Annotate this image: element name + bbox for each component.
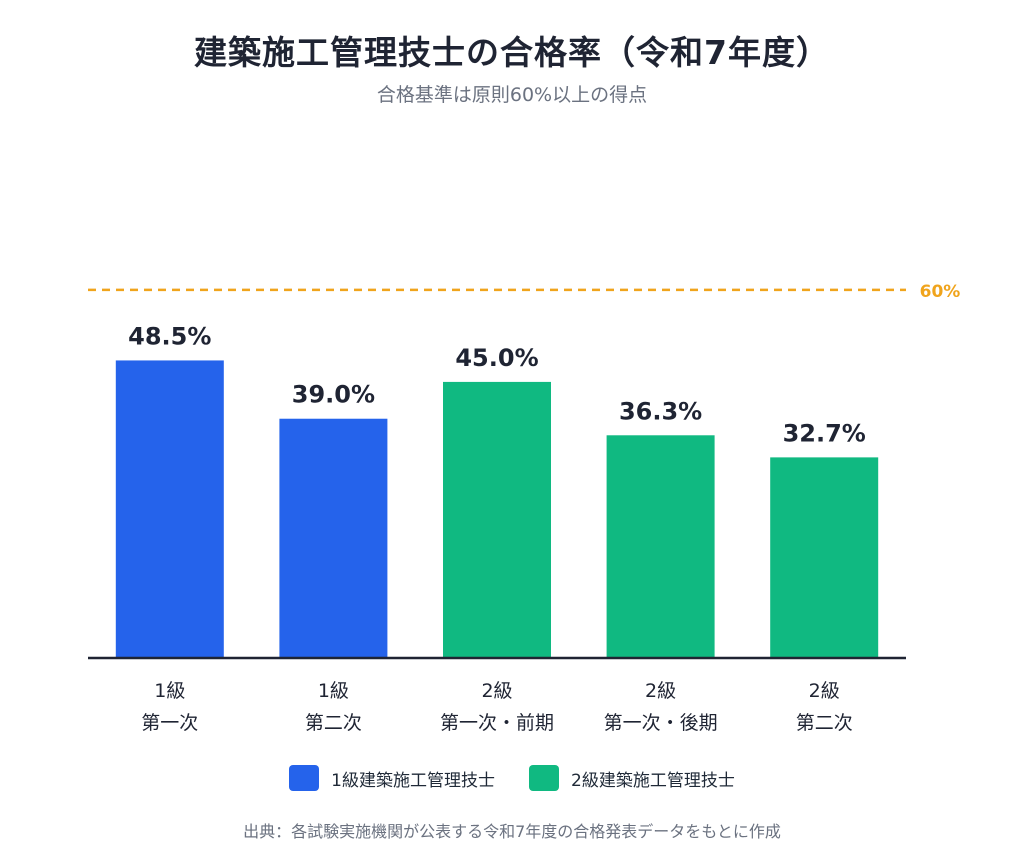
legend-swatch-grade2 [529,765,559,791]
chart-legend: 1級建築施工管理技士 2級建築施工管理技士 [0,765,1024,791]
bar-3 [443,381,551,658]
category-label-1-line-2: 第一次 [141,712,198,734]
value-label-5: 32.7% [783,419,866,447]
category-label-4-line-2: 第一次・後期 [604,712,718,734]
legend-item-grade1: 1級建築施工管理技士 [289,765,495,791]
legend-item-grade2: 2級建築施工管理技士 [529,765,735,791]
chart-title: 建築施工管理技士の合格率（令和7年度） [194,33,830,72]
category-label-5-line-1: 2級 [809,680,840,702]
category-label-3-line-2: 第一次・前期 [440,712,554,734]
legend-label-grade1: 1級建築施工管理技士 [331,770,495,791]
value-label-4: 36.3% [619,397,702,425]
category-label-2-line-1: 1級 [318,680,349,702]
bar-4 [606,435,715,658]
source-note: 出典：各試験実施機関が公表する令和7年度の合格発表データをもとに作成 [243,822,781,841]
chart-subtitle: 合格基準は原則60%以上の得点 [376,84,648,106]
bar-5 [770,457,879,658]
category-label-3-line-1: 2級 [481,680,512,702]
reference-line-label: 60% [920,282,961,302]
value-label-1: 48.5% [128,322,211,350]
category-label-2-line-2: 第二次 [305,712,362,734]
bar-2 [279,418,388,658]
bar-1 [115,360,224,658]
legend-swatch-grade1 [289,765,320,791]
category-label-1-line-1: 1級 [154,680,185,702]
legend-label-grade2: 2級建築施工管理技士 [571,770,735,791]
category-label-5-line-2: 第二次 [796,712,853,734]
value-label-2: 39.0% [292,381,375,409]
value-label-3: 45.0% [455,344,538,372]
category-label-4-line-1: 2級 [645,680,676,702]
